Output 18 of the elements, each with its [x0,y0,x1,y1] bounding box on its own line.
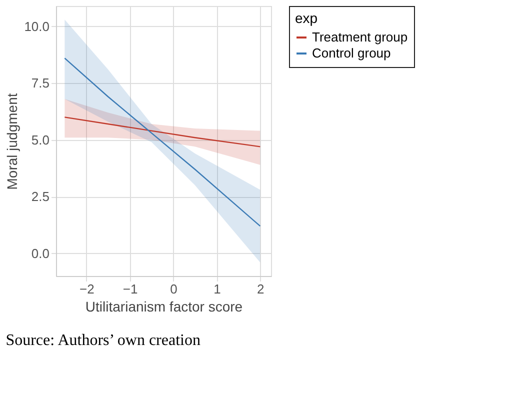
line-series [64,116,261,148]
x-tick-label: 1 [214,282,221,296]
x-tick-label: 0 [170,282,178,296]
legend-title: exp [295,10,318,26]
x-tick-label: 2 [257,282,264,296]
y-tick-label: 5.0 [31,132,50,148]
x-axis-title: Utilitarianism factor score [85,298,243,314]
y-tick-label: 0.0 [31,246,50,261]
line-series [64,58,261,227]
legend-label: Control group [312,46,391,60]
y-tick-label: 2.5 [31,189,50,204]
legend-label: Treatment group [312,30,408,44]
source-note: Source: Authors’ own creation [6,332,200,349]
x-tick-label: −2 [79,282,94,296]
y-tick-label: 7.5 [31,76,50,91]
y-tick-label: 10.0 [24,18,50,34]
y-axis-title: Moral judgment [4,93,20,190]
x-tick-label: −1 [122,282,138,296]
